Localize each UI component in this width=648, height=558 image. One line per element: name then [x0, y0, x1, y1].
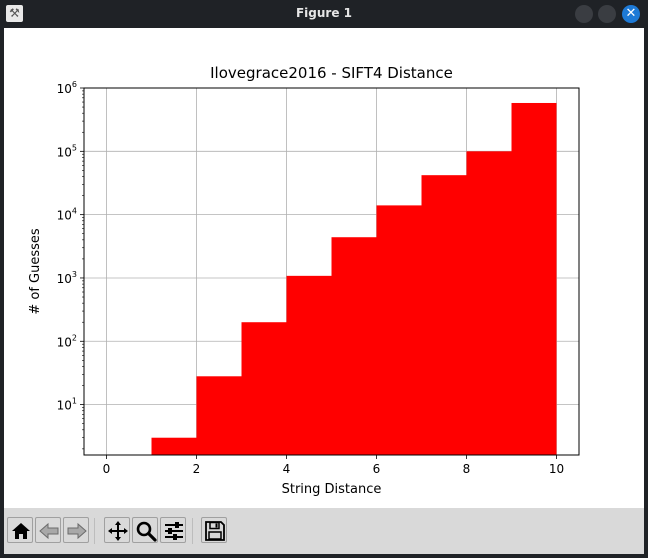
sliders-icon — [165, 522, 183, 540]
back-arrow-icon — [39, 522, 59, 540]
maximize-button[interactable] — [598, 5, 616, 23]
window-title: Figure 1 — [295, 6, 353, 20]
x-tick-label: 2 — [193, 462, 201, 476]
x-axis-ticks: 0 2 4 6 8 10 — [103, 455, 564, 476]
x-tick-label: 4 — [283, 462, 291, 476]
magnifier-icon — [136, 521, 157, 542]
y-tick-label: 101 — [57, 397, 77, 413]
histogram-bar — [196, 376, 242, 455]
home-button[interactable] — [7, 517, 33, 543]
navigation-toolbar — [4, 508, 644, 554]
title-bar[interactable]: ⚒ Figure 1 ✕ — [0, 0, 648, 28]
zoom-button[interactable] — [132, 517, 158, 543]
y-tick-label: 106 — [57, 80, 77, 96]
chart-title: Ilovegrace2016 - SIFT4 Distance — [210, 64, 453, 82]
pan-button[interactable] — [104, 517, 130, 543]
y-tick-label: 102 — [57, 333, 77, 349]
x-axis-label: String Distance — [282, 482, 382, 497]
histogram-bars — [151, 102, 557, 456]
forward-button[interactable] — [63, 517, 89, 543]
close-button[interactable]: ✕ — [622, 5, 640, 23]
histogram-bar — [511, 102, 557, 456]
close-icon: ✕ — [625, 6, 637, 21]
back-button[interactable] — [35, 517, 61, 543]
histogram-bar — [151, 437, 197, 455]
figure-canvas[interactable]: 0 2 4 6 8 10 101 102 103 104 105 106 Ilovegrace201… — [4, 28, 644, 508]
forward-arrow-icon — [67, 522, 87, 540]
home-icon — [12, 523, 30, 539]
toolbar-separator — [192, 518, 193, 544]
histogram-bar — [466, 151, 512, 455]
histogram-bar — [241, 322, 287, 455]
minimize-button[interactable] — [575, 5, 593, 23]
x-tick-label: 8 — [463, 462, 471, 476]
floppy-disk-icon — [205, 521, 225, 541]
x-tick-label: 0 — [103, 462, 111, 476]
y-tick-label: 105 — [57, 143, 77, 159]
x-tick-label: 6 — [373, 462, 381, 476]
matplotlib-icon: ⚒ — [6, 5, 23, 22]
y-axis-ticks: 101 102 103 104 105 106 — [57, 80, 84, 450]
y-axis-label: # of Guesses — [28, 228, 43, 315]
save-button[interactable] — [201, 517, 227, 543]
y-tick-label: 104 — [57, 207, 77, 223]
histogram-bar — [376, 205, 422, 455]
histogram-bar — [331, 237, 377, 455]
histogram-bar — [286, 275, 332, 455]
histogram-bar — [421, 175, 467, 456]
toolbar-separator — [94, 518, 95, 544]
x-tick-label: 10 — [549, 462, 564, 476]
histogram-chart: 0 2 4 6 8 10 101 102 103 104 105 106 Ilovegrace201… — [28, 64, 580, 497]
y-tick-label: 103 — [57, 270, 77, 286]
move-icon — [108, 521, 128, 541]
configure-subplots-button[interactable] — [160, 517, 186, 543]
axes-frame — [83, 87, 580, 456]
